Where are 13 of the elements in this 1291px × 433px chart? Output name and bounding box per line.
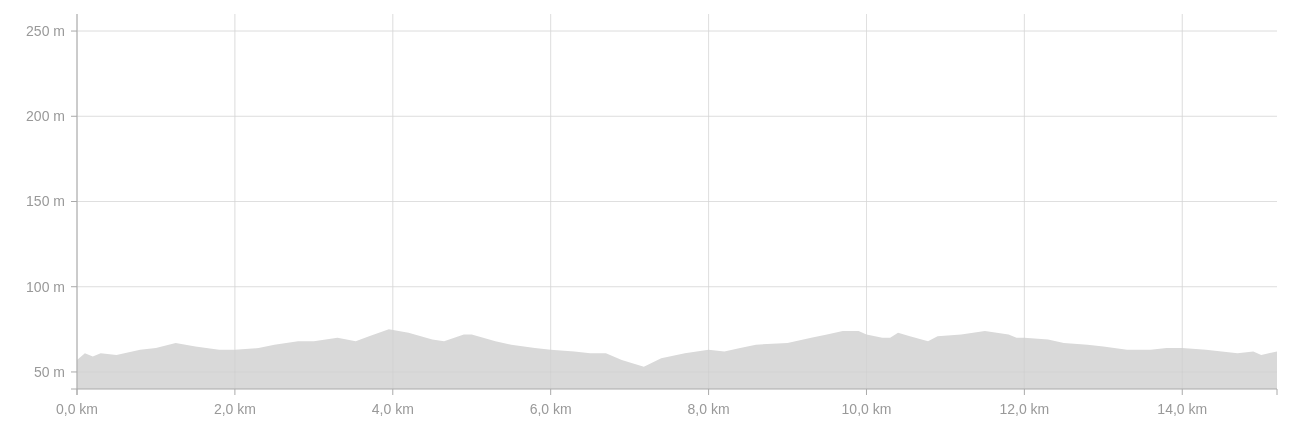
x-tick-label: 12,0 km [999, 401, 1050, 417]
y-tick-label: 150 m [26, 193, 65, 210]
x-tick-label: 0,0 km [55, 401, 99, 417]
y-tick-label: 100 m [26, 278, 65, 295]
x-tick-label: 2,0 km [213, 401, 256, 417]
y-tick-label: 50 m [33, 363, 65, 380]
y-tick-label: 250 m [26, 22, 65, 39]
x-tick-label: 14,0 km [1157, 401, 1208, 417]
x-tick-label: 4,0 km [371, 401, 414, 417]
x-tick-label: 8,0 km [687, 401, 730, 417]
x-tick-label: 10,0 km [841, 401, 892, 417]
y-tick-label: 200 m [26, 108, 65, 125]
x-tick-label: 6,0 km [529, 401, 572, 417]
